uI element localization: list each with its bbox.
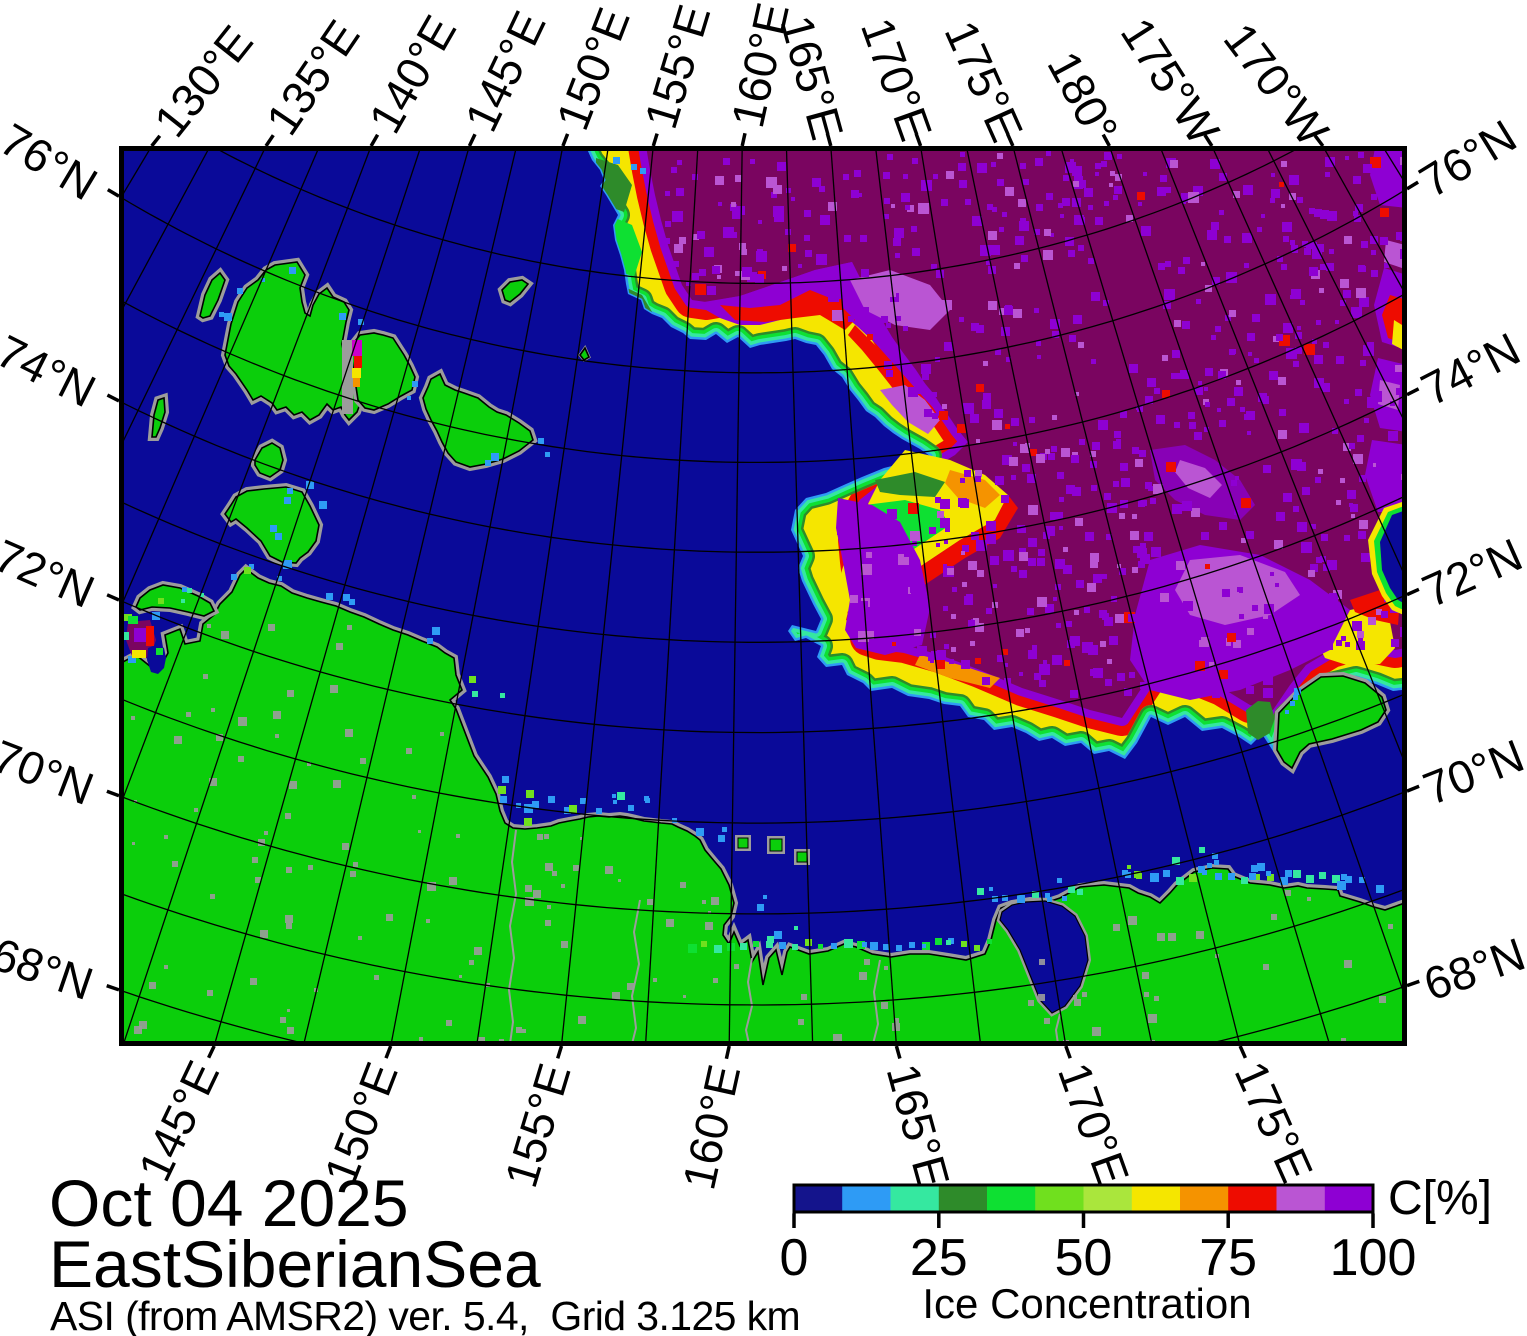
svg-text:130°E: 130°E	[144, 16, 263, 147]
svg-text:76°N: 76°N	[0, 113, 106, 210]
svg-text:Ice Concentration: Ice Concentration	[922, 1280, 1251, 1327]
svg-text:150°E: 150°E	[546, 1, 640, 137]
svg-text:50: 50	[1055, 1229, 1113, 1287]
svg-text:175°E: 175°E	[935, 13, 1034, 149]
svg-text:170°W: 170°W	[1214, 13, 1339, 155]
svg-text:Oct 04 2025: Oct 04 2025	[49, 1166, 409, 1240]
svg-text:155°E: 155°E	[634, 0, 720, 134]
svg-text:175°E: 175°E	[1225, 1054, 1324, 1190]
svg-text:180°: 180°	[1037, 43, 1128, 151]
svg-text:72°N: 72°N	[1415, 528, 1527, 617]
svg-text:100: 100	[1330, 1229, 1417, 1287]
svg-text:145°E: 145°E	[454, 3, 555, 139]
svg-text:25: 25	[910, 1229, 968, 1287]
svg-text:75: 75	[1199, 1229, 1257, 1287]
svg-text:68°N: 68°N	[1417, 927, 1527, 1010]
svg-text:160°E: 160°E	[672, 1060, 750, 1194]
svg-text:155°E: 155°E	[494, 1058, 580, 1193]
svg-text:74°N: 74°N	[1413, 322, 1527, 415]
svg-text:72°N: 72°N	[0, 529, 102, 618]
svg-text:70°N: 70°N	[0, 730, 101, 815]
svg-text:74°N: 74°N	[0, 325, 104, 418]
svg-text:70°N: 70°N	[1416, 729, 1527, 815]
svg-text:68°N: 68°N	[0, 927, 100, 1009]
svg-text:135°E: 135°E	[256, 11, 370, 144]
svg-text:C[%]: C[%]	[1388, 1172, 1492, 1225]
svg-text:165°E: 165°E	[877, 1058, 960, 1193]
svg-text:140°E: 140°E	[358, 7, 466, 142]
svg-text:170°E: 170°E	[1048, 1056, 1139, 1192]
svg-text:170°E: 170°E	[851, 11, 942, 147]
svg-text:175°W: 175°W	[1111, 9, 1230, 154]
svg-text:ASI (from AMSR2) ver. 5.4, Gr: ASI (from AMSR2) ver. 5.4, Grid 3.125 km	[50, 1293, 800, 1336]
svg-text:EastSiberianSea: EastSiberianSea	[49, 1227, 541, 1301]
svg-text:0: 0	[780, 1229, 809, 1287]
svg-text:76°N: 76°N	[1410, 109, 1525, 207]
